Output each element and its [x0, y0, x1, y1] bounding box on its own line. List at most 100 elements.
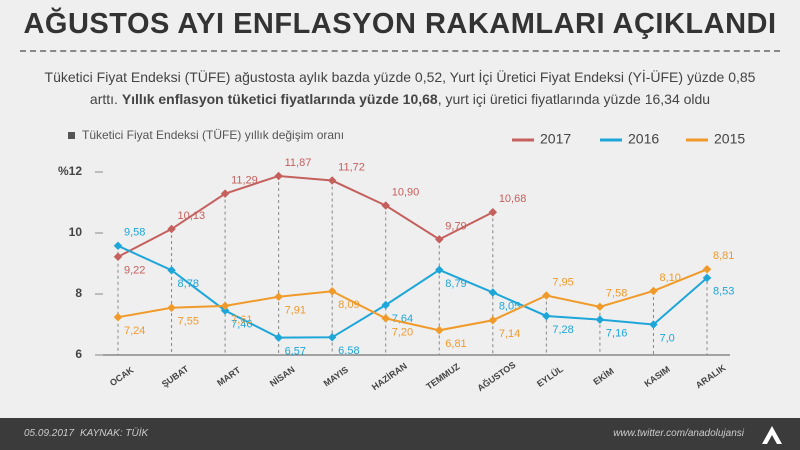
- value-label: 7,14: [499, 328, 520, 340]
- point: [113, 252, 123, 262]
- value-label: 7,16: [606, 328, 627, 340]
- point: [702, 265, 712, 274]
- value-label: 9,79: [445, 220, 466, 232]
- value-label: 8,09: [338, 299, 359, 311]
- value-label: 7,0: [659, 332, 674, 344]
- title: AĞUSTOS AYI ENFLASYON RAKAMLARI AÇIKLAND…: [23, 8, 777, 40]
- point: [327, 176, 337, 185]
- value-label: 9,58: [124, 227, 145, 239]
- logo: [760, 424, 784, 444]
- point: [167, 265, 176, 275]
- x-tick-label: ŞUBAT: [160, 363, 191, 389]
- value-label: 7,46: [231, 318, 252, 330]
- x-tick-label: MAYIS: [322, 364, 350, 388]
- value-label: 7,28: [552, 324, 573, 336]
- value-label: 11,29: [231, 175, 258, 187]
- x-tick-label: EKİM: [591, 366, 615, 387]
- point: [488, 208, 498, 217]
- value-label: 7,24: [124, 325, 145, 337]
- value-label: 7,20: [392, 326, 413, 338]
- value-label: 6,58: [338, 345, 359, 357]
- x-tick-label: MART: [215, 365, 242, 388]
- y-tick-label: %12: [58, 164, 82, 178]
- value-label: 8,05: [499, 300, 520, 312]
- value-label: 7,58: [606, 288, 627, 300]
- point: [542, 311, 551, 321]
- value-label: 10,13: [178, 210, 206, 222]
- value-label: 8,10: [659, 272, 680, 284]
- point: [542, 291, 551, 300]
- point: [167, 303, 176, 312]
- divider: [20, 50, 780, 52]
- point: [435, 265, 444, 275]
- point: [488, 315, 498, 325]
- point: [649, 320, 658, 329]
- value-label: 11,87: [285, 157, 312, 169]
- value-label: 7,95: [552, 276, 573, 288]
- legend-label: 2015: [714, 131, 745, 147]
- point: [435, 235, 444, 244]
- x-tick-label: KASIM: [642, 364, 671, 389]
- date: 05.09.2017: [24, 428, 75, 439]
- value-label: 8,53: [713, 286, 734, 298]
- point: [381, 314, 390, 323]
- point: [649, 286, 658, 296]
- point: [113, 241, 123, 251]
- value-label: 8,81: [713, 250, 734, 262]
- footer: 05.09.2017 KAYNAK: TÜİK www.twitter.com/…: [0, 418, 800, 450]
- legend-label: 2017: [540, 131, 571, 147]
- url: www.twitter.com/anadolujansi: [613, 428, 744, 439]
- source: KAYNAK: TÜİK: [80, 428, 149, 439]
- point: [595, 315, 605, 324]
- value-label: 10,68: [499, 193, 527, 205]
- point: [274, 333, 283, 342]
- point: [220, 306, 230, 315]
- desc-bold: Yıllık enflasyon tüketici fiyatlarında y…: [121, 91, 438, 107]
- point: [381, 201, 390, 210]
- value-label: 6,57: [285, 346, 306, 358]
- point: [381, 300, 390, 310]
- x-tick-label: NİSAN: [268, 364, 297, 388]
- series-line: [117, 244, 708, 339]
- x-tick-label: ARALIK: [694, 362, 728, 390]
- point: [488, 288, 498, 297]
- point: [167, 224, 176, 234]
- point: [702, 273, 712, 283]
- value-label: 6,81: [445, 338, 466, 350]
- point: [113, 312, 123, 322]
- y-tick-label: 6: [75, 347, 82, 361]
- value-label: 9,22: [124, 265, 145, 277]
- x-tick-label: EYLÜL: [535, 364, 565, 389]
- value-label: 7,61: [231, 314, 252, 326]
- value-label: 10,90: [392, 186, 420, 198]
- chart-subtitle: Tüketici Fiyat Endeksi (TÜFE) yıllık değ…: [82, 128, 344, 142]
- x-tick-label: HAZİRAN: [370, 361, 409, 392]
- value-label: 7,55: [178, 316, 199, 328]
- chart: Tüketici Fiyat Endeksi (TÜFE) yıllık değ…: [58, 128, 745, 393]
- series-line: [117, 174, 494, 258]
- desc-text: , yurt içi üretici fiyatlarında yüzde 16…: [437, 91, 711, 107]
- bullet: [68, 132, 75, 139]
- value-label: 7,91: [285, 305, 306, 317]
- value-label: 8,79: [445, 278, 466, 290]
- legend-label: 2016: [628, 131, 659, 147]
- series-line: [117, 268, 708, 332]
- point: [274, 292, 283, 301]
- y-tick-label: 10: [69, 225, 83, 239]
- description: Tüketici Fiyat Endeksi (TÜFE) ağustosta …: [40, 66, 760, 110]
- value-label: 8,78: [178, 278, 199, 290]
- point: [435, 326, 444, 335]
- point: [220, 189, 230, 198]
- x-tick-label: OCAK: [108, 365, 136, 389]
- value-label: 11,72: [338, 161, 365, 173]
- point: [595, 302, 605, 312]
- y-tick-label: 8: [75, 286, 82, 300]
- x-tick-label: TEMMUZ: [424, 361, 462, 392]
- logo-icon: [762, 426, 782, 444]
- point: [327, 287, 337, 296]
- x-tick-label: AĞUSTOS: [475, 359, 518, 393]
- point: [220, 301, 230, 311]
- desc-text: Tüketici Fiyat Endeksi (TÜFE) ağustosta …: [44, 69, 756, 107]
- point: [274, 171, 283, 181]
